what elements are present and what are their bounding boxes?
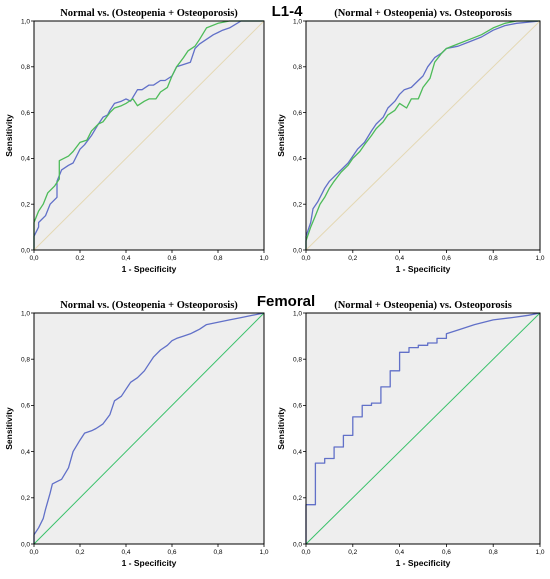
panel-4-series-1 — [305, 312, 541, 544]
panel-1-xtick-label: 0,6 — [167, 255, 176, 262]
panel-3-ytick-label: 0,2 — [21, 495, 30, 502]
panel-2-xtick-label: 1,0 — [535, 255, 544, 262]
panel-2-ytick-label: 0,6 — [293, 110, 302, 117]
panel-1-frame — [33, 20, 265, 251]
panel-2-title: (Normal + Osteopenia) vs. Osteoporosis — [334, 8, 512, 19]
panel-3-ytick-label: 0,6 — [21, 403, 30, 410]
panel-3-title: Normal vs. (Osteopenia + Osteoporosis) — [60, 300, 238, 311]
panel-2-ytick-label: 0,8 — [293, 64, 302, 71]
panel-4-xlabel: 1 - Specificity — [396, 558, 451, 568]
panel-4-ytick-label: 0,4 — [293, 449, 302, 456]
panel-4-xtick-label: 0,8 — [489, 549, 498, 556]
panel-2-ytick-label: 0,0 — [293, 247, 302, 254]
panel-3-xtick-label: 0,0 — [29, 549, 38, 556]
panel-2-xtick-label: 0,0 — [301, 255, 310, 262]
panel-3-ylabel: Sensitivity — [4, 407, 14, 450]
panel-2-xlabel: 1 - Specificity — [396, 264, 451, 274]
panel-2-frame — [305, 20, 541, 251]
panel-3-ytick-label: 1,0 — [21, 310, 30, 317]
panel-1-series-2 — [33, 20, 264, 250]
panel-1-ytick-label: 0,8 — [21, 64, 30, 71]
panel-3-xtick-label: 0,8 — [213, 549, 222, 556]
panel-3-frame — [33, 312, 265, 545]
panel-1-title: Normal vs. (Osteopenia + Osteoporosis) — [60, 8, 238, 19]
panel-2-ytick-label: 0,4 — [293, 156, 302, 163]
panel-4-ylabel: Sensitivity — [276, 407, 286, 450]
panel-4-ytick-label: 0,0 — [293, 541, 302, 548]
section-label-top: L1-4 — [272, 3, 304, 20]
panel-1-xtick-label: 0,8 — [213, 255, 222, 262]
panel-4-series-2 — [305, 312, 541, 545]
panel-1-series-1 — [33, 20, 264, 250]
panel-4-ytick-label: 0,6 — [293, 403, 302, 410]
panel-3-ytick-label: 0,8 — [21, 357, 30, 364]
panel-4-xtick-label: 0,4 — [395, 549, 404, 556]
panel-2-xtick-label: 0,6 — [442, 255, 451, 262]
panel-3-xtick-label: 0,2 — [75, 549, 84, 556]
panel-1-series-3 — [33, 20, 265, 251]
panel-1-ylabel: Sensitivity — [4, 114, 14, 157]
panel-2-series-3 — [305, 20, 541, 251]
panel-3-xtick-label: 0,6 — [167, 549, 176, 556]
panel-2-ytick-label: 0,2 — [293, 202, 302, 209]
panel-4-ytick-label: 1,0 — [293, 310, 302, 317]
panel-3-xtick-label: 1,0 — [259, 549, 268, 556]
panel-2-ytick-label: 1,0 — [293, 18, 302, 25]
panel-2-xtick-label: 0,4 — [395, 255, 404, 262]
panel-1-xtick-label: 0,0 — [29, 255, 38, 262]
panel-1-ytick-label: 0,6 — [21, 110, 30, 117]
panel-1-ytick-label: 0,4 — [21, 156, 30, 163]
panel-1-ytick-label: 0,0 — [21, 247, 30, 254]
panel-4-ytick-label: 0,8 — [293, 357, 302, 364]
panel-4-xtick-label: 0,2 — [348, 549, 357, 556]
panel-4-frame — [305, 312, 541, 545]
panel-2-xtick-label: 0,8 — [489, 255, 498, 262]
panel-4-ytick-label: 0,2 — [293, 495, 302, 502]
panel-1-ytick-label: 1,0 — [21, 18, 30, 25]
panel-1-xtick-label: 1,0 — [259, 255, 268, 262]
panel-3-ytick-label: 0,0 — [21, 541, 30, 548]
panel-4-xtick-label: 0,6 — [442, 549, 451, 556]
panel-1-xtick-label: 0,2 — [75, 255, 84, 262]
panel-3-xtick-label: 0,4 — [121, 549, 130, 556]
panel-1-xtick-label: 0,4 — [121, 255, 130, 262]
panel-4-xtick-label: 1,0 — [535, 549, 544, 556]
panel-3-xlabel: 1 - Specificity — [122, 558, 177, 568]
panel-2-series-1 — [305, 20, 541, 250]
panel-2-ylabel: Sensitivity — [276, 114, 286, 157]
section-label-bottom: Femoral — [257, 293, 315, 310]
panel-2-xtick-label: 0,2 — [348, 255, 357, 262]
panel-4-title: (Normal + Osteopenia) vs. Osteoporosis — [334, 300, 512, 311]
panel-3-series-2 — [33, 312, 265, 545]
panel-4-xtick-label: 0,0 — [301, 549, 310, 556]
panel-1-xlabel: 1 - Specificity — [122, 264, 177, 274]
panel-3-ytick-label: 0,4 — [21, 449, 30, 456]
panel-1-ytick-label: 0,2 — [21, 202, 30, 209]
panel-3-series-1 — [33, 312, 265, 544]
panel-2-series-2 — [305, 20, 540, 250]
